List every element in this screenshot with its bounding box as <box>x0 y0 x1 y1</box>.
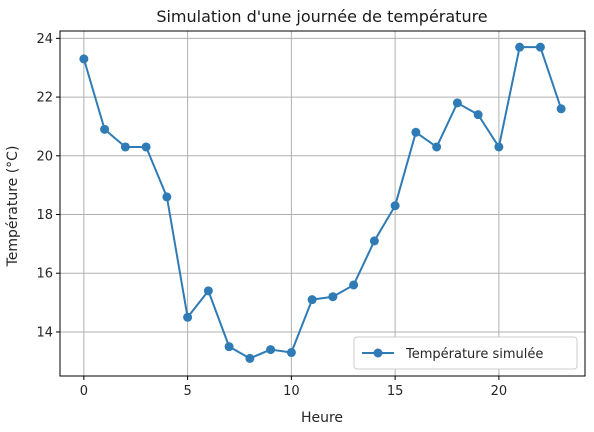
data-point <box>203 286 213 296</box>
y-tick-label: 24 <box>36 32 53 47</box>
data-point <box>162 192 172 202</box>
data-point <box>141 142 151 152</box>
y-tick-label: 22 <box>36 91 53 106</box>
axis-ticks: 0 5 10 15 20 14 16 18 20 22 24 <box>36 32 507 399</box>
legend: Température simulée <box>353 336 578 370</box>
data-point <box>411 127 421 137</box>
y-tick-label: 14 <box>36 325 53 340</box>
data-point <box>556 104 566 114</box>
legend-label: Température simulée <box>405 347 543 362</box>
x-axis-label: Heure <box>301 410 343 426</box>
legend-box <box>353 336 578 370</box>
data-series <box>79 42 566 363</box>
data-point <box>349 280 359 290</box>
legend-marker-icon <box>373 348 383 358</box>
data-point <box>452 98 462 108</box>
data-point <box>432 142 442 152</box>
data-point <box>369 236 379 246</box>
data-point <box>535 42 545 52</box>
data-point <box>515 42 525 52</box>
data-point <box>266 345 276 355</box>
data-point <box>79 54 89 64</box>
plot-area-frame <box>59 30 586 377</box>
x-tick-label: 15 <box>387 384 404 399</box>
data-point <box>390 201 400 211</box>
chart-title: Simulation d'une journée de température <box>156 7 487 26</box>
y-axis-label: Température (°C) <box>5 146 21 268</box>
data-point <box>245 353 255 363</box>
x-tick-label: 20 <box>491 384 508 399</box>
x-tick-label: 0 <box>80 384 88 399</box>
data-point <box>494 142 504 152</box>
grid-lines <box>60 31 585 376</box>
y-tick-label: 20 <box>36 149 53 164</box>
x-tick-label: 10 <box>283 384 300 399</box>
data-point <box>328 292 338 302</box>
data-point <box>307 295 317 305</box>
y-tick-label: 18 <box>36 208 53 223</box>
data-point <box>473 110 483 120</box>
data-point <box>120 142 130 152</box>
series-line <box>82 46 563 360</box>
data-point <box>286 348 296 358</box>
y-tick-label: 16 <box>36 267 53 282</box>
data-point <box>224 342 234 352</box>
data-point <box>100 124 110 134</box>
x-tick-label: 5 <box>183 384 191 399</box>
data-point <box>183 312 193 322</box>
